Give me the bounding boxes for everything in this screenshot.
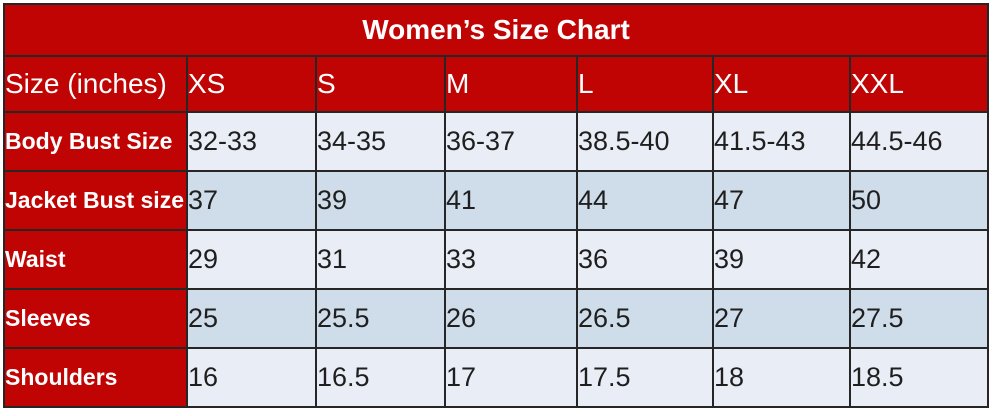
data-cell: 16.5 — [315, 347, 446, 408]
row-label: Sleeves — [3, 288, 188, 349]
data-cell: 33 — [444, 229, 578, 290]
column-header-xs: XS — [186, 55, 317, 113]
data-cell: 37 — [186, 170, 317, 231]
data-cell: 34-35 — [315, 111, 446, 172]
column-header-xl: XL — [712, 55, 851, 113]
data-cell: 36-37 — [444, 111, 578, 172]
table-row-sleeves: Sleeves 25 25.5 26 26.5 27 27.5 — [3, 288, 990, 349]
table-row-shoulders: Shoulders 16 16.5 17 17.5 18 18.5 — [3, 347, 990, 408]
data-cell: 41 — [444, 170, 578, 231]
data-cell: 41.5-43 — [712, 111, 851, 172]
data-cell: 29 — [186, 229, 317, 290]
data-cell: 42 — [848, 229, 990, 290]
data-cell: 39 — [712, 229, 851, 290]
data-cell: 32-33 — [186, 111, 317, 172]
row-label: Shoulders — [3, 347, 188, 408]
data-cell: 27 — [712, 288, 851, 349]
data-cell: 38.5-40 — [576, 111, 714, 172]
data-cell: 27.5 — [848, 288, 990, 349]
womens-size-chart-table: Women’s Size Chart Size (inches) XS S M … — [2, 3, 990, 408]
data-cell: 18.5 — [848, 347, 990, 408]
header-row: Size (inches) XS S M L XL XXL — [3, 55, 990, 113]
data-cell: 25.5 — [315, 288, 446, 349]
row-label: Jacket Bust size — [3, 170, 188, 231]
row-label: Waist — [3, 229, 188, 290]
title-row: Women’s Size Chart — [2, 3, 990, 57]
table-row-body-bust-size: Body Bust Size 32-33 34-35 36-37 38.5-40… — [3, 111, 990, 172]
table-row-waist: Waist 29 31 33 36 39 42 — [3, 229, 990, 290]
column-header-xxl: XXL — [848, 55, 990, 113]
data-cell: 17 — [444, 347, 578, 408]
data-cell: 31 — [315, 229, 446, 290]
table-row-jacket-bust-size: Jacket Bust size 37 39 41 44 47 50 — [3, 170, 990, 231]
data-cell: 26 — [444, 288, 578, 349]
row-label: Body Bust Size — [3, 111, 188, 172]
data-cell: 25 — [186, 288, 317, 349]
corner-header-size-inches: Size (inches) — [3, 55, 188, 113]
data-cell: 36 — [576, 229, 714, 290]
data-cell: 44 — [576, 170, 714, 231]
chart-title: Women’s Size Chart — [2, 3, 990, 57]
data-cell: 26.5 — [576, 288, 714, 349]
data-cell: 16 — [186, 347, 317, 408]
data-cell: 50 — [848, 170, 990, 231]
data-cell: 17.5 — [576, 347, 714, 408]
data-cell: 44.5-46 — [848, 111, 990, 172]
column-header-s: S — [315, 55, 446, 113]
data-cell: 39 — [315, 170, 446, 231]
data-cell: 18 — [712, 347, 851, 408]
column-header-m: M — [444, 55, 578, 113]
data-cell: 47 — [712, 170, 851, 231]
column-header-l: L — [576, 55, 714, 113]
